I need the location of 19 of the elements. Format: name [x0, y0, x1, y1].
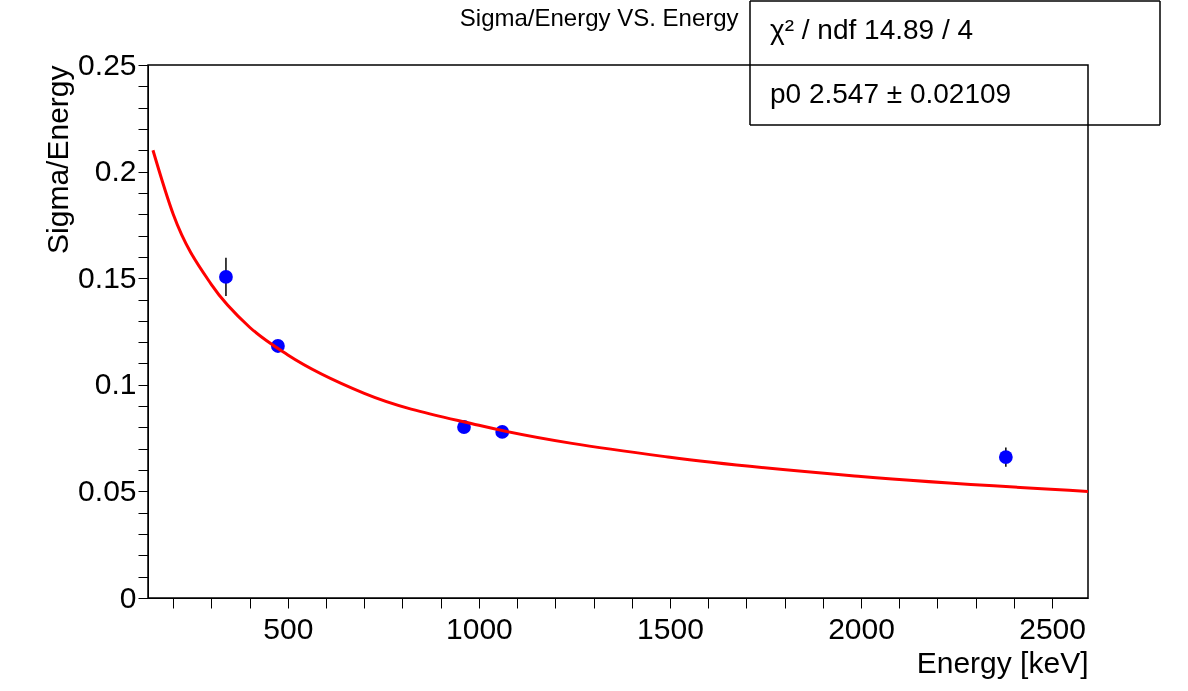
y-tick-label: 0.15 [78, 260, 137, 294]
x-axis-title: Energy [keV] [916, 645, 1089, 679]
x-tick-label: 1500 [637, 611, 704, 645]
x-tick-label: 1000 [446, 611, 513, 645]
chart-title: Sigma/Energy VS. Energy [459, 4, 739, 31]
annotation: p0 2.547 ± 0.02109 [770, 78, 1012, 109]
point [998, 450, 1013, 464]
x-tick-label: 500 [263, 611, 314, 645]
text: χ² / ndf 14.89 / 4 [770, 14, 974, 45]
y-tick-label: 0.1 [94, 367, 137, 401]
y-tick-label: 0 [119, 580, 137, 614]
point [219, 270, 233, 284]
y-axis-title: Sigma/Energy [41, 65, 75, 254]
y-tick-label: 0.25 [78, 47, 137, 81]
x-tick-label: 2000 [828, 611, 895, 645]
x-tick-label: 2500 [1019, 611, 1086, 645]
y-tick-label: 0.05 [78, 473, 137, 507]
line-series [151, 148, 1088, 493]
y-tick-label: 0.2 [94, 154, 137, 188]
